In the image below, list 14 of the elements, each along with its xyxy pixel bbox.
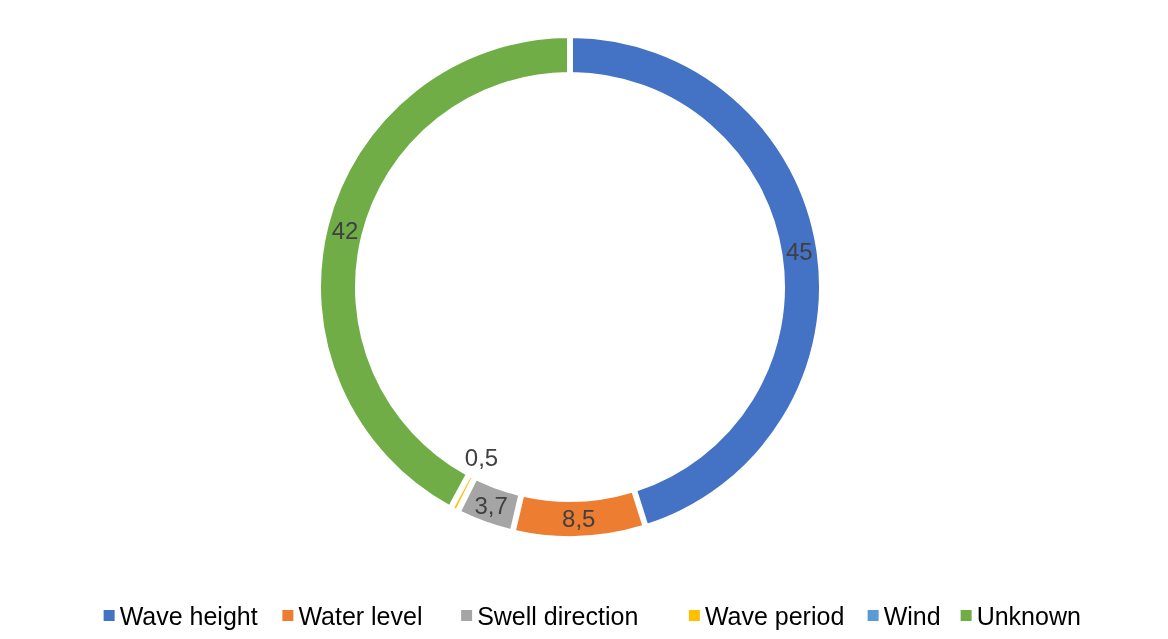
data-label: 0,5 bbox=[464, 443, 499, 471]
donut-slice bbox=[452, 475, 474, 511]
legend-label: Unknown bbox=[976, 602, 1081, 630]
donut-slice bbox=[459, 478, 521, 531]
data-label: 45 bbox=[785, 238, 813, 266]
data-label: 42 bbox=[331, 216, 359, 244]
legend-label: Swell direction bbox=[477, 602, 639, 630]
legend-label: Wind bbox=[883, 602, 941, 630]
legend-label: Water level bbox=[298, 602, 423, 630]
legend-label: Wave period bbox=[704, 602, 845, 630]
data-label: 8,5 bbox=[562, 505, 596, 533]
data-label: 3,7 bbox=[474, 491, 508, 519]
legend-label: Wave height bbox=[119, 602, 258, 630]
donut-slice bbox=[513, 490, 645, 538]
